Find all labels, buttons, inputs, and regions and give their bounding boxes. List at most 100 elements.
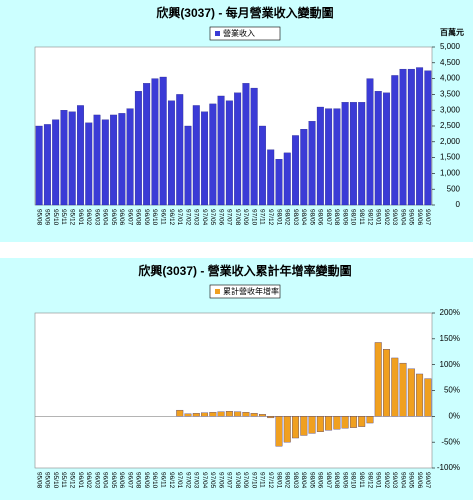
bar [292, 416, 299, 439]
bar [217, 95, 225, 206]
bar [308, 121, 316, 206]
x-tick-label: 97/07 [226, 472, 233, 489]
bar [407, 68, 415, 206]
x-tick-label: 98/03 [292, 472, 299, 489]
x-tick-label: 96/04 [102, 209, 109, 226]
bar [93, 114, 101, 206]
bar [374, 91, 382, 206]
bar [134, 91, 142, 206]
x-tick-label: 96/07 [126, 472, 133, 489]
x-tick-label: 97/01 [176, 209, 183, 226]
bar [234, 411, 242, 417]
x-tick-label: 97/08 [234, 209, 241, 226]
bar [126, 108, 134, 206]
x-tick-label: 97/09 [242, 472, 249, 489]
x-tick-label: 99/02 [383, 209, 390, 226]
bar [325, 108, 333, 206]
x-tick-label: 99/01 [375, 472, 382, 489]
bar [374, 342, 382, 417]
bar [242, 412, 250, 417]
x-tick-label: 97/07 [226, 209, 233, 226]
bar [176, 94, 184, 206]
bar [225, 411, 233, 417]
bar [184, 125, 192, 206]
x-tick-label: 99/04 [399, 472, 406, 489]
y-tick-label: 1,000 [440, 169, 461, 178]
x-tick-label: 98/09 [341, 209, 348, 226]
bar [250, 87, 258, 206]
x-tick-label: 95/12 [69, 209, 76, 226]
bar [201, 412, 209, 417]
x-tick-label: 96/09 [143, 209, 150, 226]
bar [391, 75, 399, 206]
bar [85, 122, 93, 206]
bar [267, 149, 275, 206]
bar [407, 368, 415, 417]
x-tick-label: 97/04 [201, 472, 208, 489]
y-tick-label: 100% [440, 360, 460, 369]
bar [316, 416, 324, 432]
x-tick-label: 98/12 [366, 472, 373, 489]
x-tick-label: 99/03 [391, 472, 398, 489]
x-tick-label: 97/05 [209, 209, 216, 226]
bar [118, 113, 126, 206]
x-tick-label: 99/06 [416, 209, 423, 226]
bar [267, 416, 275, 419]
bar [283, 152, 291, 206]
plot-area [34, 312, 433, 469]
bar [366, 78, 374, 206]
x-tick-label: 99/06 [416, 472, 423, 489]
y-unit: 百萬元 [440, 27, 464, 37]
x-tick-label: 98/10 [350, 209, 357, 226]
bar [60, 110, 68, 206]
bar [77, 105, 84, 206]
bar [242, 83, 250, 206]
x-tick-label: 98/07 [325, 209, 332, 226]
x-tick-label: 97/09 [242, 209, 249, 226]
bar [225, 100, 233, 206]
x-tick-label: 98/11 [358, 472, 365, 488]
bar [209, 412, 217, 417]
x-tick-label: 97/03 [193, 472, 200, 489]
x-tick-label: 96/06 [118, 472, 125, 489]
y-tick-label: 4,500 [440, 58, 461, 67]
x-tick-label: 95/10 [52, 472, 59, 489]
x-tick-label: 96/01 [77, 209, 84, 226]
bar [217, 411, 225, 417]
y-tick-label: 5,000 [440, 42, 461, 51]
x-tick-label: 97/08 [234, 472, 241, 489]
x-tick-label: 98/07 [325, 472, 332, 489]
bar [192, 105, 200, 206]
y-tick-label: 200% [440, 308, 460, 317]
x-tick-label: 97/01 [176, 472, 183, 489]
x-tick-label: 97/05 [209, 472, 216, 489]
x-tick-label: 98/11 [358, 209, 365, 225]
x-tick-label: 98/10 [350, 472, 357, 489]
bar [416, 67, 424, 206]
bar [391, 357, 399, 417]
bar [52, 119, 60, 206]
y-tick-label: 500 [447, 184, 461, 193]
x-tick-label: 97/11 [259, 209, 266, 225]
x-tick-label: 96/04 [102, 472, 109, 489]
x-tick-label: 98/02 [284, 209, 291, 226]
bar [349, 416, 357, 428]
x-tick-label: 96/10 [151, 209, 158, 226]
x-tick-label: 99/05 [408, 472, 415, 489]
x-tick-label: 96/03 [93, 472, 100, 489]
bar [209, 103, 217, 206]
x-tick-label: 97/12 [267, 209, 274, 226]
x-tick-label: 97/04 [201, 209, 208, 226]
legend-swatch [215, 289, 220, 294]
legend-box [209, 26, 281, 41]
x-tick-label: 96/11 [159, 209, 166, 225]
x-tick-label: 96/12 [168, 472, 175, 489]
bar [333, 108, 341, 206]
x-tick-label: 98/05 [308, 472, 315, 489]
x-tick-label: 97/02 [184, 209, 191, 226]
y-tick-label: 50% [444, 386, 460, 395]
bar [35, 125, 43, 206]
x-tick-label: 96/08 [135, 472, 142, 489]
x-tick-label: 98/05 [308, 209, 315, 226]
